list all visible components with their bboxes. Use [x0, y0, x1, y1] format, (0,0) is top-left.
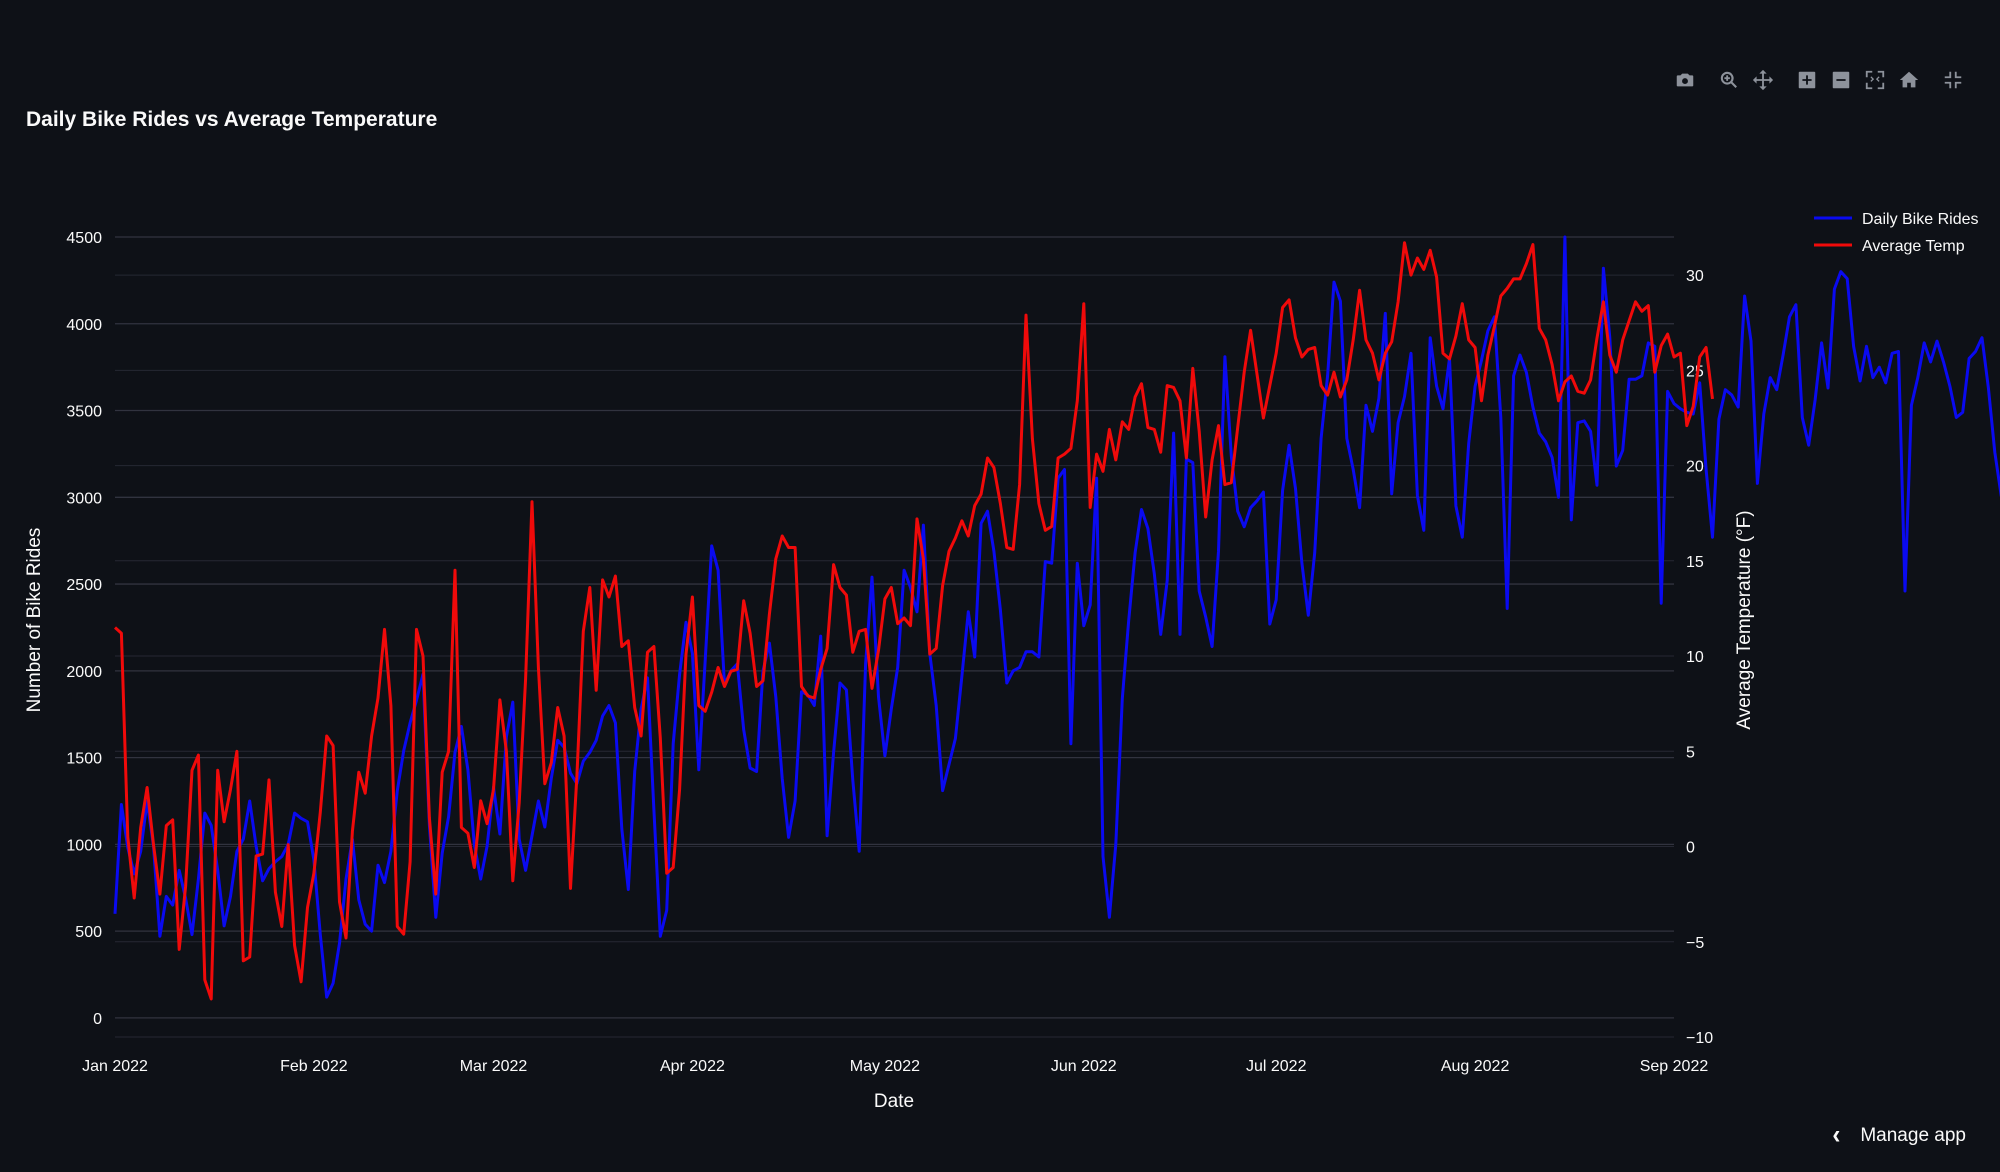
x-axis-ticks: Jan 2022 Feb 2022 Mar 2022 Apr 2022 May 2022…	[82, 1058, 1708, 1075]
chart-modebar	[1668, 66, 1970, 94]
y2-tick-label: 15	[1686, 554, 1704, 571]
y2-tick-label: 10	[1686, 649, 1704, 666]
y-tick-label: 2000	[66, 664, 102, 681]
x-tick-label: Jul 2022	[1246, 1058, 1307, 1075]
x-tick-label: Jun 2022	[1051, 1058, 1117, 1075]
x-tick-label: May 2022	[850, 1058, 920, 1075]
legend-item-rides[interactable]: Daily Bike Rides	[1862, 211, 1978, 228]
y2-tick-label: 0	[1686, 840, 1695, 857]
legend: Daily Bike Rides Average Temp	[1814, 211, 1978, 255]
manage-app-label: Manage app	[1860, 1125, 1966, 1146]
y-axis-title: Number of Bike Rides	[24, 528, 45, 713]
zoom-out-icon[interactable]	[1824, 66, 1858, 94]
chart-title: Daily Bike Rides vs Average Temperature	[26, 108, 437, 131]
y-tick-label: 2500	[66, 577, 102, 594]
grid-lines	[115, 236, 1674, 1038]
y-tick-label: 3000	[66, 490, 102, 507]
legend-item-temp[interactable]: Average Temp	[1862, 238, 1965, 255]
y2-tick-label: −10	[1686, 1030, 1713, 1047]
y2-tick-label: 25	[1686, 363, 1704, 380]
camera-icon[interactable]	[1668, 66, 1702, 94]
y2-axis-title: Average Temperature (°F)	[1734, 510, 1755, 729]
series-line-rides	[113, 235, 2000, 999]
x-tick-label: Sep 2022	[1640, 1058, 1709, 1075]
x-tick-label: Mar 2022	[460, 1058, 528, 1075]
x-axis-title: Date	[874, 1091, 914, 1112]
home-icon[interactable]	[1892, 66, 1926, 94]
y-tick-label: 1000	[66, 837, 102, 854]
pan-icon[interactable]	[1746, 66, 1780, 94]
x-tick-label: Jan 2022	[82, 1058, 148, 1075]
y2-tick-label: 20	[1686, 459, 1704, 476]
y-tick-label: 3500	[66, 404, 102, 421]
series-line-temp	[114, 241, 1714, 1001]
y2-tick-label: 30	[1686, 268, 1704, 285]
manage-app-button[interactable]: ‹ Manage app	[1832, 1120, 1966, 1151]
y-tick-label: 0	[93, 1011, 102, 1028]
y-tick-label: 1500	[66, 751, 102, 768]
zoom-icon[interactable]	[1712, 66, 1746, 94]
y-tick-label: 500	[75, 924, 102, 941]
chevron-left-icon: ‹	[1832, 1120, 1841, 1151]
x-tick-label: Apr 2022	[660, 1058, 725, 1075]
y-tick-label: 4500	[66, 230, 102, 247]
x-tick-label: Aug 2022	[1441, 1058, 1510, 1075]
y2-tick-label: 5	[1686, 744, 1695, 761]
y2-axis-ticks: −10 −5 0 5 10 15 20 25 30	[1686, 268, 1713, 1047]
y-axis-ticks: 0 500 1000 1500 2000 2500 3000 3500 4000 4500	[66, 230, 102, 1028]
series-layer	[113, 235, 2000, 1001]
y2-tick-label: −5	[1686, 935, 1704, 952]
zoom-in-icon[interactable]	[1790, 66, 1824, 94]
y-tick-label: 4000	[66, 317, 102, 334]
x-tick-label: Feb 2022	[280, 1058, 348, 1075]
